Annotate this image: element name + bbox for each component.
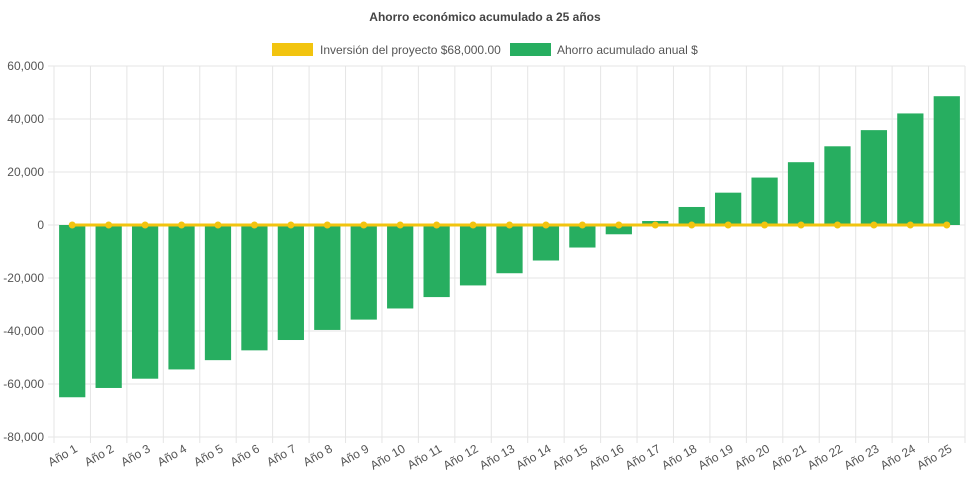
point-inversion[interactable] xyxy=(506,221,513,229)
point-inversion[interactable] xyxy=(178,221,186,229)
point-inversion[interactable] xyxy=(724,221,732,229)
legend-label-savings[interactable]: Ahorro acumulado anual $ xyxy=(557,43,698,57)
x-tick-label: Año 7 xyxy=(264,441,298,469)
bar-ahorro[interactable] xyxy=(204,225,232,361)
x-tick-label: Año 11 xyxy=(405,441,444,472)
x-tick-label: Año 16 xyxy=(586,441,626,472)
y-tick-label: -20,000 xyxy=(3,271,44,285)
point-inversion[interactable] xyxy=(469,221,477,229)
y-tick-label: 20,000 xyxy=(7,165,44,179)
bar-ahorro[interactable] xyxy=(314,225,341,330)
y-axis-ticks: 60,000 40,000 20,000 0 -20,000 -40,000 -60,000… xyxy=(3,59,44,444)
bar-ahorro[interactable] xyxy=(897,113,924,225)
x-tick-label: Año 15 xyxy=(550,441,590,472)
point-inversion[interactable] xyxy=(287,221,295,229)
chart-title: Ahorro económico acumulado a 25 años xyxy=(369,10,601,24)
x-tick-label: Año 24 xyxy=(878,441,918,472)
x-tick-label: Año 23 xyxy=(841,441,881,472)
bar-ahorro[interactable] xyxy=(59,225,86,398)
point-inversion[interactable] xyxy=(68,221,76,229)
bar-ahorro[interactable] xyxy=(933,96,960,226)
point-inversion[interactable] xyxy=(542,221,550,229)
point-inversion[interactable] xyxy=(833,221,841,229)
x-tick-label: Año 21 xyxy=(769,441,809,472)
bar-ahorro[interactable] xyxy=(715,192,742,225)
bar-ahorro[interactable] xyxy=(569,225,596,248)
x-tick-label: Año 3 xyxy=(118,441,152,469)
y-tick-label: 0 xyxy=(37,218,44,232)
x-tick-label: Año 25 xyxy=(914,441,954,472)
x-tick-label: Año 9 xyxy=(337,441,371,469)
y-tick-label: 40,000 xyxy=(7,112,44,126)
y-tick-label: -80,000 xyxy=(3,430,44,444)
x-tick-label: Año 1 xyxy=(46,441,80,469)
point-inversion[interactable] xyxy=(797,221,805,229)
x-tick-label: Año 8 xyxy=(301,441,335,469)
point-inversion[interactable] xyxy=(688,221,696,229)
x-tick-label: Año 12 xyxy=(441,441,481,472)
point-inversion[interactable] xyxy=(578,221,586,229)
x-tick-label: Año 19 xyxy=(696,441,736,472)
bar-ahorro[interactable] xyxy=(350,225,377,320)
point-inversion[interactable] xyxy=(615,221,623,229)
bar-ahorro[interactable] xyxy=(423,225,450,298)
y-tick-label: 60,000 xyxy=(7,59,44,73)
y-tick-label: -60,000 xyxy=(3,377,44,391)
bar-ahorro[interactable] xyxy=(277,225,304,341)
point-inversion[interactable] xyxy=(141,221,149,229)
legend: Inversión del proyecto $68,000.00 Ahorro… xyxy=(272,43,698,57)
x-axis-ticks: Año 1 Año 2 Año 3 Año 4 Año 5 Año 6 Año 7 Año 8… xyxy=(46,441,955,472)
x-tick-label: Año 2 xyxy=(82,441,116,469)
grid-layer xyxy=(48,65,966,443)
point-inversion[interactable] xyxy=(323,221,331,229)
x-tick-label: Año 22 xyxy=(805,441,845,472)
bar-ahorro[interactable] xyxy=(459,225,487,286)
point-inversion[interactable] xyxy=(651,221,659,229)
bar-ahorro[interactable] xyxy=(532,225,560,261)
point-inversion[interactable] xyxy=(250,221,258,229)
point-inversion[interactable] xyxy=(214,221,222,229)
point-inversion[interactable] xyxy=(906,221,914,229)
bar-series xyxy=(59,96,960,398)
y-tick-label: -40,000 xyxy=(3,324,44,338)
point-inversion[interactable] xyxy=(433,221,441,229)
bar-ahorro[interactable] xyxy=(751,177,778,225)
point-inversion[interactable] xyxy=(943,221,951,229)
line-series xyxy=(68,221,951,229)
x-tick-label: Año 6 xyxy=(228,441,262,469)
legend-swatch-investment[interactable] xyxy=(272,43,313,56)
bar-ahorro[interactable] xyxy=(241,225,268,351)
bar-ahorro[interactable] xyxy=(860,130,888,225)
x-tick-label: Año 20 xyxy=(732,441,772,472)
bar-ahorro[interactable] xyxy=(678,206,705,225)
x-tick-label: Año 10 xyxy=(368,441,408,472)
x-tick-label: Año 4 xyxy=(155,441,189,469)
point-inversion[interactable] xyxy=(396,221,404,229)
bar-ahorro[interactable] xyxy=(787,162,815,225)
point-inversion[interactable] xyxy=(761,221,769,229)
bar-ahorro[interactable] xyxy=(824,146,851,225)
bar-ahorro[interactable] xyxy=(168,225,195,370)
x-tick-label: Año 14 xyxy=(513,441,553,472)
x-tick-label: Año 18 xyxy=(659,441,699,472)
x-tick-label: Año 17 xyxy=(623,441,663,472)
bar-ahorro[interactable] xyxy=(605,225,632,235)
x-tick-label: Año 5 xyxy=(191,441,225,469)
legend-swatch-savings[interactable] xyxy=(510,43,551,56)
x-tick-label: Año 13 xyxy=(477,441,517,472)
point-inversion[interactable] xyxy=(360,221,368,229)
point-inversion[interactable] xyxy=(870,221,878,229)
point-inversion[interactable] xyxy=(105,221,113,229)
bar-ahorro[interactable] xyxy=(496,225,523,274)
bar-ahorro[interactable] xyxy=(387,225,414,309)
legend-label-investment[interactable]: Inversión del proyecto $68,000.00 xyxy=(320,43,501,57)
bar-ahorro[interactable] xyxy=(95,225,122,388)
bar-ahorro[interactable] xyxy=(131,225,159,379)
